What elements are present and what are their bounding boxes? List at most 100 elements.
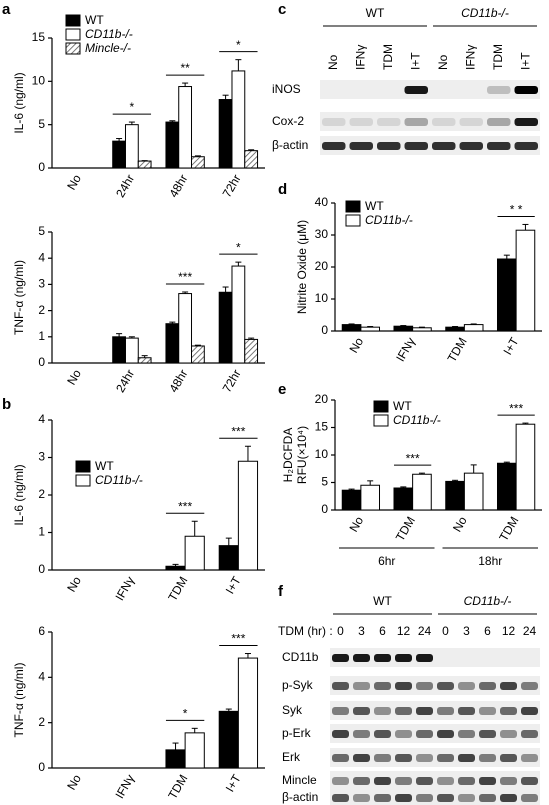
group-label: WT [373, 594, 392, 608]
bar [184, 535, 205, 571]
y-axis-label: RFU(×10⁴) [295, 426, 309, 484]
y-tick-label: 4 [38, 250, 45, 264]
significance-label: *** [231, 424, 245, 438]
blot-band [374, 754, 391, 762]
y-tick-label: 2 [38, 487, 45, 501]
blot-band [395, 654, 412, 662]
blot-band [458, 682, 475, 690]
row-label: Syk [282, 703, 303, 717]
blot-band [332, 654, 349, 662]
x-tick-label: 48hr [166, 172, 190, 200]
y-tick-label: 3 [38, 277, 45, 291]
x-tick-label: TDM [393, 514, 418, 544]
blot-band [395, 754, 412, 762]
bar [360, 484, 381, 511]
lane-label: No [436, 54, 450, 70]
bar [412, 327, 432, 332]
row-label: Mincle [282, 773, 317, 787]
y-tick-label: 4 [38, 412, 45, 426]
group-label: 18hr [478, 554, 502, 568]
row-label: Erk [282, 750, 301, 764]
blot-band [395, 777, 412, 785]
group-label: CD11b-/- [464, 594, 512, 608]
x-tick-label: No [64, 772, 84, 793]
legend-swatch [75, 474, 91, 487]
blot-band [459, 118, 483, 126]
blot-band [514, 142, 538, 150]
y-axis-label: IL-6 (ng/ml) [12, 72, 26, 133]
legend-swatch [345, 200, 361, 213]
blot-band [322, 142, 346, 150]
x-tick-label: 48hr [166, 367, 190, 395]
blot-band [479, 794, 496, 802]
significance-label: *** [406, 451, 420, 465]
lane-label: 0 [337, 624, 344, 638]
significance-label: *** [178, 499, 192, 513]
blot-band [322, 118, 346, 126]
bar [445, 480, 465, 511]
bar [191, 156, 205, 169]
legend-label: CD11b-/- [95, 473, 143, 487]
lane-label: 3 [463, 624, 470, 638]
y-tick-label: 15 [315, 420, 329, 434]
legend-swatch [65, 28, 81, 41]
blot-band [404, 142, 428, 150]
blot-band [514, 86, 538, 94]
blot-band [458, 707, 475, 715]
panel-label: b [2, 396, 11, 413]
y-tick-label: 0 [38, 160, 45, 174]
blot-band [404, 118, 428, 126]
x-tick-label: TDM [165, 574, 190, 604]
y-tick-label: 20 [315, 392, 329, 406]
blot-band [349, 142, 373, 150]
blot-band [487, 86, 511, 94]
y-tick-label: 4 [38, 670, 45, 684]
blot-band [374, 707, 391, 715]
y-tick-label: 0 [321, 502, 328, 516]
blot-band [432, 118, 456, 126]
legend-swatch [65, 42, 81, 55]
panel-label: f [278, 583, 284, 600]
x-tick-label: I+T [223, 574, 244, 597]
significance-label: * * [510, 203, 523, 217]
bar [341, 489, 362, 511]
bar [515, 229, 536, 332]
x-tick-label: I+T [223, 772, 244, 795]
bar [515, 423, 536, 511]
blot-band [395, 682, 412, 690]
blot-background [330, 724, 540, 743]
row-label: p-Syk [282, 678, 314, 692]
x-tick-label: I+T [501, 335, 522, 358]
blot-band [416, 730, 433, 738]
legend-label: CD11b-/- [365, 213, 413, 227]
row-label: β-actin [272, 138, 308, 152]
blot-band [459, 142, 483, 150]
x-tick-label: 24hr [113, 367, 137, 395]
blot-band [500, 754, 517, 762]
legend-label: WT [95, 459, 114, 473]
legend-label: WT [365, 199, 384, 213]
legend-swatch [373, 414, 389, 427]
blot-band [521, 682, 538, 690]
y-tick-label: 2 [38, 303, 45, 317]
blot-band [332, 777, 349, 785]
bar [244, 338, 259, 364]
significance-label: * [130, 100, 135, 114]
lane-label: TDM [491, 44, 505, 70]
blot-band [332, 730, 349, 738]
y-tick-label: 6 [38, 624, 45, 638]
bar [178, 86, 193, 169]
bar [237, 657, 259, 769]
lane-label: 6 [379, 624, 386, 638]
y-tick-label: 20 [315, 259, 329, 273]
bar [124, 124, 139, 169]
blot-band [500, 730, 517, 738]
row-label: iNOS [272, 82, 301, 96]
blot-band [437, 682, 454, 690]
x-tick-label: No [450, 514, 470, 535]
y-tick-label: 3 [38, 450, 45, 464]
blot-band [416, 707, 433, 715]
blot-band [353, 730, 370, 738]
blot-background [330, 701, 540, 720]
row-label: p-Erk [282, 726, 312, 740]
